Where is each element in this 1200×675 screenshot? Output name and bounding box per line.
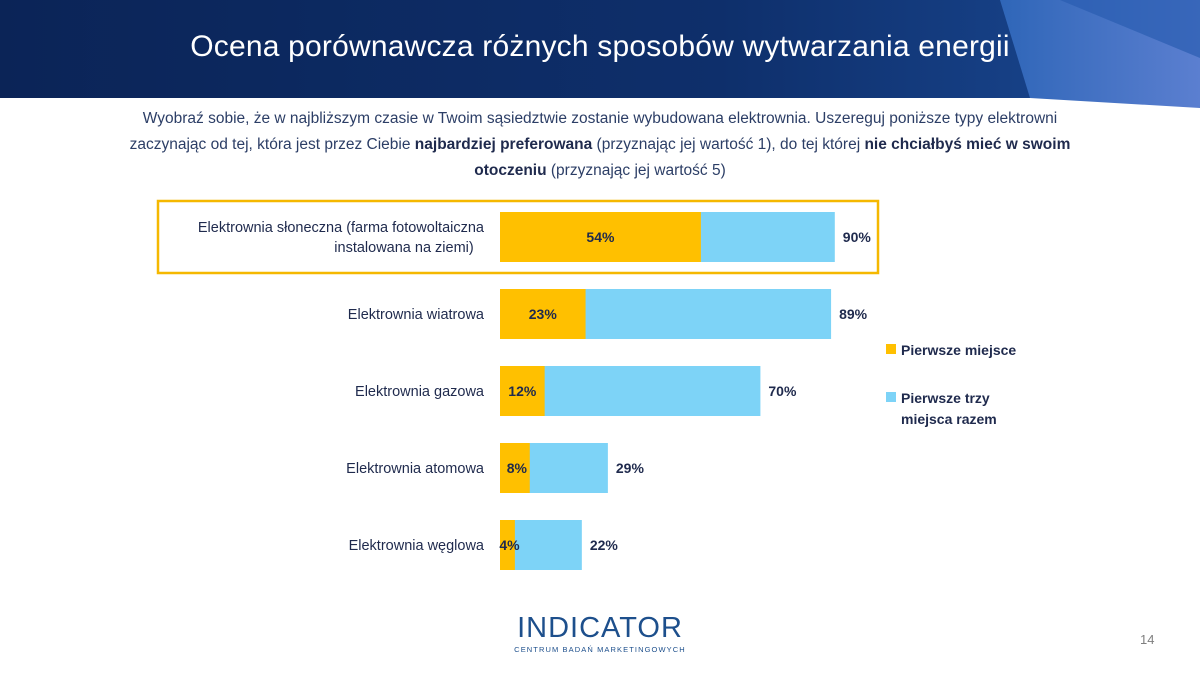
survey-question: Wyobraź sobie, że w najbliższym czasie w… (120, 106, 1080, 184)
logo-subtitle: CENTRUM BADAŃ MARKETINGOWYCH (514, 645, 686, 654)
value-label-first-2: 12% (508, 383, 537, 399)
bar-first-3 (500, 443, 530, 493)
highlight-frame (156, 199, 880, 275)
bar-first-0 (500, 212, 701, 262)
indicator-logo: INDICATOR CENTRUM BADAŃ MARKETINGOWYCH (500, 612, 700, 662)
legend-item-top3: Pierwsze trzy miejsca razem (886, 388, 1016, 430)
value-label-first-4: 4% (499, 537, 520, 553)
question-text-1: Wyobraź sobie, że w najbliższym czasie w… (129, 110, 1058, 153)
question-bold-2: nie chciałbyś mieć w swoim otoczeniu (474, 136, 1071, 179)
category-label-3: Elektrownia atomowa (346, 461, 485, 477)
value-label-top3-4: 22% (590, 537, 619, 553)
value-label-top3-3: 29% (616, 460, 645, 476)
category-label-0: Elektrownia słoneczna (farma fotowoltaic… (198, 220, 485, 256)
question-text-2: (przyznając jej wartość 1), do tej które… (592, 136, 865, 153)
value-label-top3-0: 90% (843, 229, 872, 245)
header-banner: Ocena porównawcza różnych sposobów wytwa… (0, 0, 1200, 110)
category-label-1: Elektrownia wiatrowa (348, 307, 485, 323)
legend-swatch-top3 (886, 392, 896, 402)
bar-first-4 (500, 520, 515, 570)
value-label-first-0: 54% (586, 229, 615, 245)
category-label-2: Elektrownia gazowa (355, 384, 485, 400)
legend-label-top3: Pierwsze trzy miejsca razem (901, 390, 997, 427)
question-bold-1: najbardziej preferowana (414, 136, 593, 153)
legend-swatch-first (886, 344, 896, 354)
bar-first-2 (500, 366, 545, 416)
category-label-4: Elektrownia węglowa (349, 538, 485, 554)
value-label-top3-1: 89% (839, 306, 868, 322)
page-number: 14 (1140, 632, 1155, 647)
value-label-first-3: 8% (507, 460, 528, 476)
legend-item-first: Pierwsze miejsce (886, 340, 1016, 361)
header-background (0, 0, 1200, 108)
page-title: Ocena porównawcza różnych sposobów wytwa… (190, 30, 1010, 63)
question-text-3: (przyznając jej wartość 5) (546, 162, 726, 179)
legend-label-first: Pierwsze miejsce (901, 342, 1017, 358)
value-label-top3-2: 70% (768, 383, 797, 399)
value-label-first-1: 23% (529, 306, 558, 322)
logo-text: INDICATOR (517, 612, 683, 644)
bar-first-1 (500, 289, 586, 339)
